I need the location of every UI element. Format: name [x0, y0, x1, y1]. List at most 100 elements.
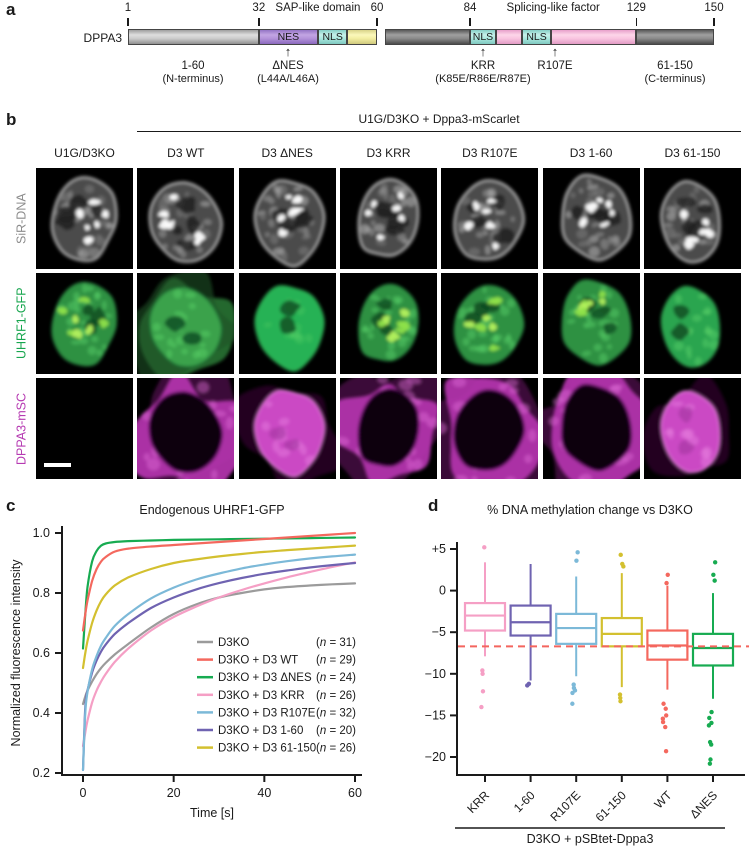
outlier: [660, 719, 666, 725]
curve-D3KO: [81, 582, 357, 706]
box-61-150: [600, 616, 643, 648]
outlier: [482, 545, 487, 550]
legend-label: D3KO: [218, 637, 249, 649]
outlier: [617, 692, 623, 697]
micrograph-msc-3: [339, 378, 437, 479]
residue-number: 84: [463, 2, 477, 14]
outlier: [480, 668, 485, 673]
x-axis-label: Time [s]: [190, 806, 234, 820]
column-label: D3 1-60: [569, 146, 613, 160]
x-category-label: WT: [651, 788, 675, 812]
y-tick-label: −10: [425, 667, 446, 681]
residue-number: 60: [370, 2, 384, 14]
micrograph-dna-2: [238, 168, 336, 269]
annotation-title: 1-60: [181, 60, 205, 72]
domain-name-label: SAP-like domain: [275, 2, 361, 14]
domain-segment-backbone-dark: [385, 29, 471, 45]
row-label-msc: DPPA3-mSC: [14, 392, 29, 465]
annotation-subtitle: (L44A/L46A): [257, 73, 319, 85]
micrograph-msc-0: [36, 378, 133, 479]
x-category-label: ΔNES: [687, 788, 720, 821]
curve-D3KO + D3 R107E: [81, 553, 357, 772]
legend-label: D3KO + D3 61-150: [218, 743, 316, 755]
domain-segment-NES: NES: [258, 29, 318, 45]
y-axis-label: Normalized fluorescence intensity: [9, 559, 23, 747]
x-category-label: 1-60: [511, 788, 538, 815]
annotation-subtitle: (C-terminus): [644, 73, 706, 85]
domain-segment-splicing: [495, 29, 522, 45]
outlier: [621, 564, 626, 569]
micrograph-dna-0: [36, 168, 133, 269]
residue-number: 129: [626, 2, 646, 14]
outlier: [575, 550, 580, 555]
annotation-subtitle: (K85E/R86E/R87E): [435, 73, 531, 85]
micrograph-gfp-2: [238, 273, 336, 374]
outlier: [660, 716, 666, 721]
legend-n-count: (n = 26): [316, 743, 356, 755]
outlier: [712, 578, 717, 583]
row-label-gfp: UHRF1-GFP: [14, 287, 29, 360]
panel-a-label: a: [6, 0, 16, 19]
residue-tick: [127, 18, 129, 26]
micrograph-msc-5: [542, 378, 640, 479]
curve-D3KO + D3 61-150: [81, 544, 357, 670]
x-tick-label: 60: [348, 786, 362, 800]
legend-label: D3KO + D3 WT: [218, 655, 298, 667]
outlier: [618, 699, 623, 704]
column-label: D3 61-150: [664, 146, 721, 160]
y-tick-label: +5: [432, 542, 446, 556]
outlier: [664, 580, 669, 586]
y-tick-label: 0: [439, 584, 446, 598]
annotation-title: ΔNES: [272, 60, 304, 72]
residue-tick: [713, 18, 715, 26]
x-category-label: KRR: [464, 788, 492, 816]
outlier: [709, 709, 714, 715]
domain-segment-backbone-light: [128, 29, 259, 45]
micrograph-dna-6: [643, 168, 741, 269]
panel-c-frap-line-chart: Endogenous UHRF1-GFP 0.2 0.4 0.6 0.8 1.0 0 20 40…: [9, 503, 362, 820]
mutation-arrow-icon: ↑: [551, 44, 559, 59]
annotation-title: KRR: [470, 60, 496, 72]
column-label: U1G/D3KO: [54, 146, 115, 160]
residue-tick: [376, 18, 378, 26]
curve-D3KO + D3 WT: [81, 531, 357, 632]
column-label: D3 R107E: [462, 146, 518, 160]
micrograph-msc-2: [238, 378, 336, 479]
y-tick-label: −20: [425, 750, 446, 764]
outlier: [712, 560, 718, 565]
micrograph-msc-4: [441, 378, 539, 479]
legend-n-count: (n = 24): [316, 672, 356, 684]
legend-label: D3KO + D3 KRR: [218, 690, 305, 702]
x-category-label: 61-150: [593, 788, 630, 825]
outlier: [574, 558, 579, 563]
legend-n-count: (n = 20): [316, 725, 356, 737]
row-label-dna: SiR-DNA: [14, 193, 29, 244]
residue-number: 32: [252, 2, 266, 14]
outlier: [618, 695, 623, 701]
column-label: D3 KRR: [366, 146, 411, 160]
mutation-arrow-icon: ↑: [284, 44, 292, 59]
outlier: [571, 682, 576, 687]
protein-name: DPPA3: [83, 31, 122, 45]
domain-segment-splicing: [551, 29, 637, 45]
domain-segment-sap-tail: [347, 29, 377, 45]
outlier: [663, 724, 668, 730]
outlier: [661, 701, 666, 706]
x-tick-label: 40: [257, 786, 271, 800]
micrograph-gfp-1: [137, 273, 235, 374]
outlier: [663, 748, 669, 754]
scale-bar: [44, 463, 71, 467]
annotation-title: R107E: [537, 60, 573, 72]
y-tick-label: 0.2: [33, 766, 50, 780]
y-tick-label: 0.6: [33, 646, 50, 660]
x-category-label: R107E: [547, 788, 583, 824]
micrograph-msc-1: [137, 378, 235, 479]
micrograph-gfp-6: [643, 273, 741, 374]
micrograph-dna-4: [441, 168, 539, 269]
outlier: [570, 690, 575, 696]
outlier: [663, 706, 668, 711]
legend-n-count: (n = 31): [316, 637, 356, 649]
micrograph-dna-3: [339, 168, 437, 269]
outlier: [706, 723, 712, 728]
